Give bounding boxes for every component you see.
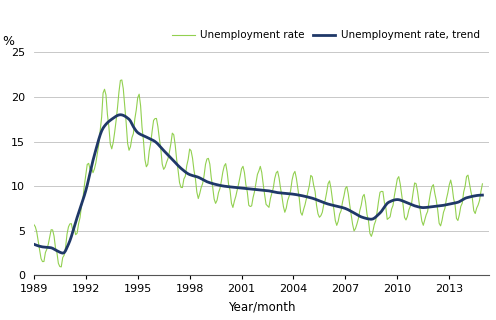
Unemployment rate (59, 265, 64, 269)
Unemployment rate (56, 261, 62, 265)
X-axis label: Year/month: Year/month (228, 300, 295, 313)
Unemployment rate (143, 165, 149, 169)
Legend: Unemployment rate, Unemployment rate, trend: Unemployment rate, Unemployment rate, tr… (168, 26, 484, 44)
Unemployment rate, trend (118, 113, 124, 117)
Unemployment rate (31, 223, 37, 227)
Unemployment rate (316, 215, 322, 219)
Unemployment rate, trend (143, 135, 149, 139)
Unemployment rate, trend (480, 193, 486, 197)
Unemployment rate, trend (316, 199, 322, 203)
Unemployment rate, trend (142, 134, 148, 138)
Unemployment rate (480, 182, 486, 186)
Unemployment rate, trend (31, 242, 37, 246)
Unemployment rate, trend (56, 250, 62, 253)
Unemployment rate (276, 176, 282, 180)
Line: Unemployment rate, trend: Unemployment rate, trend (34, 115, 483, 253)
Line: Unemployment rate: Unemployment rate (34, 80, 483, 267)
Unemployment rate (119, 78, 125, 82)
Unemployment rate (142, 157, 148, 161)
Unemployment rate (205, 156, 211, 160)
Unemployment rate, trend (205, 180, 211, 184)
Unemployment rate, trend (276, 191, 282, 195)
Unemployment rate, trend (60, 251, 65, 255)
Text: %: % (2, 35, 14, 48)
